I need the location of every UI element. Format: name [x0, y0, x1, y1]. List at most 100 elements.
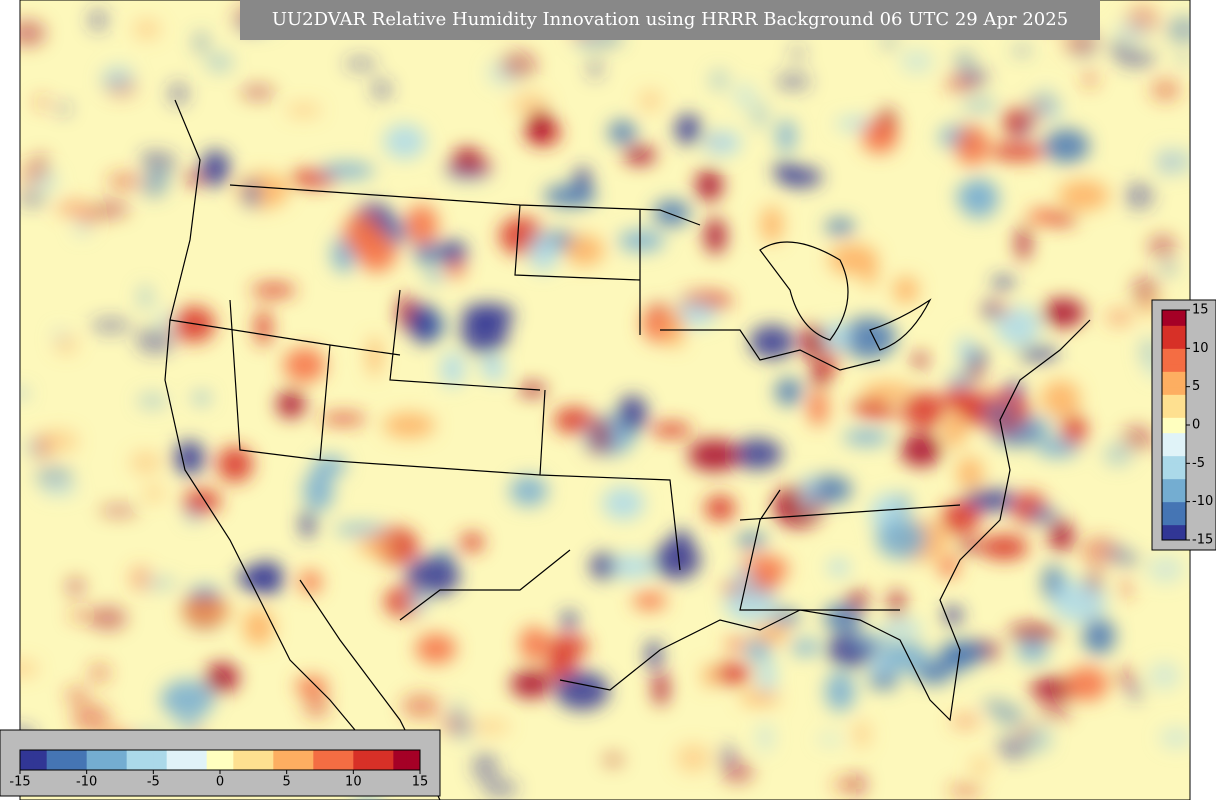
field-blob: [1057, 180, 1110, 211]
field-blob: [299, 570, 322, 594]
colorbar-segment: [33, 750, 48, 770]
field-blob: [35, 96, 48, 109]
field-blob: [979, 534, 1029, 560]
field-blob: [1043, 128, 1090, 163]
lake: [759, 241, 932, 351]
field-blob: [790, 46, 805, 61]
field-blob: [160, 679, 215, 719]
colorbar-segment: [1162, 432, 1186, 441]
field-blob: [800, 324, 826, 360]
field-blob: [500, 51, 537, 79]
field-blob: [1038, 704, 1072, 721]
field-blob: [460, 533, 484, 552]
field-blob: [452, 717, 473, 741]
colorbar-tick-label: -10: [1192, 494, 1213, 509]
field-blob: [618, 230, 665, 252]
field-blob: [411, 303, 436, 345]
field-blob: [34, 433, 52, 460]
title-box: [240, 0, 1100, 40]
field-blob: [138, 284, 153, 310]
field-blob: [295, 676, 328, 696]
field-blob: [941, 641, 990, 663]
colorbar-tick-label: 10: [345, 775, 362, 790]
field-blob: [1016, 419, 1056, 431]
field-blob: [819, 323, 852, 351]
field-blob: [954, 51, 975, 70]
field-blob: [1160, 260, 1177, 276]
colorbar-segment: [1162, 356, 1186, 365]
field-blob: [822, 349, 838, 375]
field-blob: [1003, 108, 1027, 136]
field-blob: [88, 8, 108, 32]
field-blob: [665, 309, 685, 348]
field-blob: [702, 664, 716, 688]
field-blob: [594, 417, 609, 451]
field-blob: [850, 635, 892, 647]
field-blob: [861, 382, 913, 401]
colorbar-tick-label: 10: [1192, 341, 1209, 356]
field-blob: [54, 335, 78, 354]
colorbar-segment: [1162, 509, 1186, 518]
coastline: [164, 99, 381, 761]
field-blob: [205, 662, 239, 693]
colorbar-segment: [1162, 363, 1186, 372]
field-blob: [608, 120, 637, 145]
field-blob: [193, 392, 210, 404]
colorbar-segment: [140, 750, 154, 770]
colorbar-tick-label: -15: [1192, 533, 1213, 548]
field-blob: [20, 191, 47, 206]
field-blob: [1148, 234, 1177, 258]
field-blob: [193, 31, 209, 54]
colorbar-segment: [1162, 333, 1186, 342]
field-blob: [957, 335, 974, 366]
colorbar-segment: [1162, 425, 1186, 434]
colorbar-segment: [260, 750, 274, 770]
field-blob: [989, 142, 1046, 161]
field-blob: [1027, 102, 1041, 128]
field-blob: [561, 610, 577, 631]
field-blob: [632, 591, 667, 610]
field-blob: [20, 20, 46, 47]
field-blob: [141, 150, 155, 168]
colorbar-segment: [73, 750, 88, 770]
field-blob: [1150, 79, 1181, 102]
colorbar-segment: [326, 750, 341, 770]
colorbar-tick-label: 0: [216, 775, 224, 790]
field-blob: [472, 752, 499, 782]
field-blob: [1105, 308, 1134, 326]
field-blob: [255, 308, 272, 346]
field-blob: [775, 73, 811, 91]
field-blob: [200, 149, 231, 187]
field-blob: [825, 671, 856, 712]
field-blob: [99, 505, 139, 517]
colorbar-segment: [366, 750, 381, 770]
field-blob: [183, 489, 222, 514]
title: UU2DVAR Relative Humidity Innovation usi…: [272, 9, 1068, 30]
field-blob: [130, 565, 152, 592]
field-blob: [704, 217, 726, 255]
field-blob: [709, 69, 729, 92]
field-blob: [995, 306, 1041, 347]
field-blob: [772, 163, 798, 176]
colorbar-tick-label: 0: [1192, 418, 1200, 433]
field-blob: [519, 626, 549, 662]
field-blob: [790, 639, 821, 656]
field-blob: [674, 114, 702, 145]
state-line: [169, 184, 701, 621]
colorbar-segment: [1162, 394, 1186, 403]
field-blob: [20, 660, 39, 677]
field-blob: [758, 658, 776, 694]
field-blob: [675, 743, 711, 773]
field-blob: [251, 283, 296, 297]
field-blob: [590, 552, 619, 580]
field-blob: [312, 455, 347, 477]
field-blob: [588, 57, 602, 80]
field-blob: [943, 412, 966, 449]
field-blob: [863, 256, 877, 288]
field-blob: [173, 440, 206, 476]
field-blob: [1179, 148, 1190, 175]
colorbars: -15 -10 -5 0 5 10 15 -15 -10 -5 0 5 10 15: [9, 303, 1213, 790]
colorbar-segment: [1162, 317, 1186, 326]
